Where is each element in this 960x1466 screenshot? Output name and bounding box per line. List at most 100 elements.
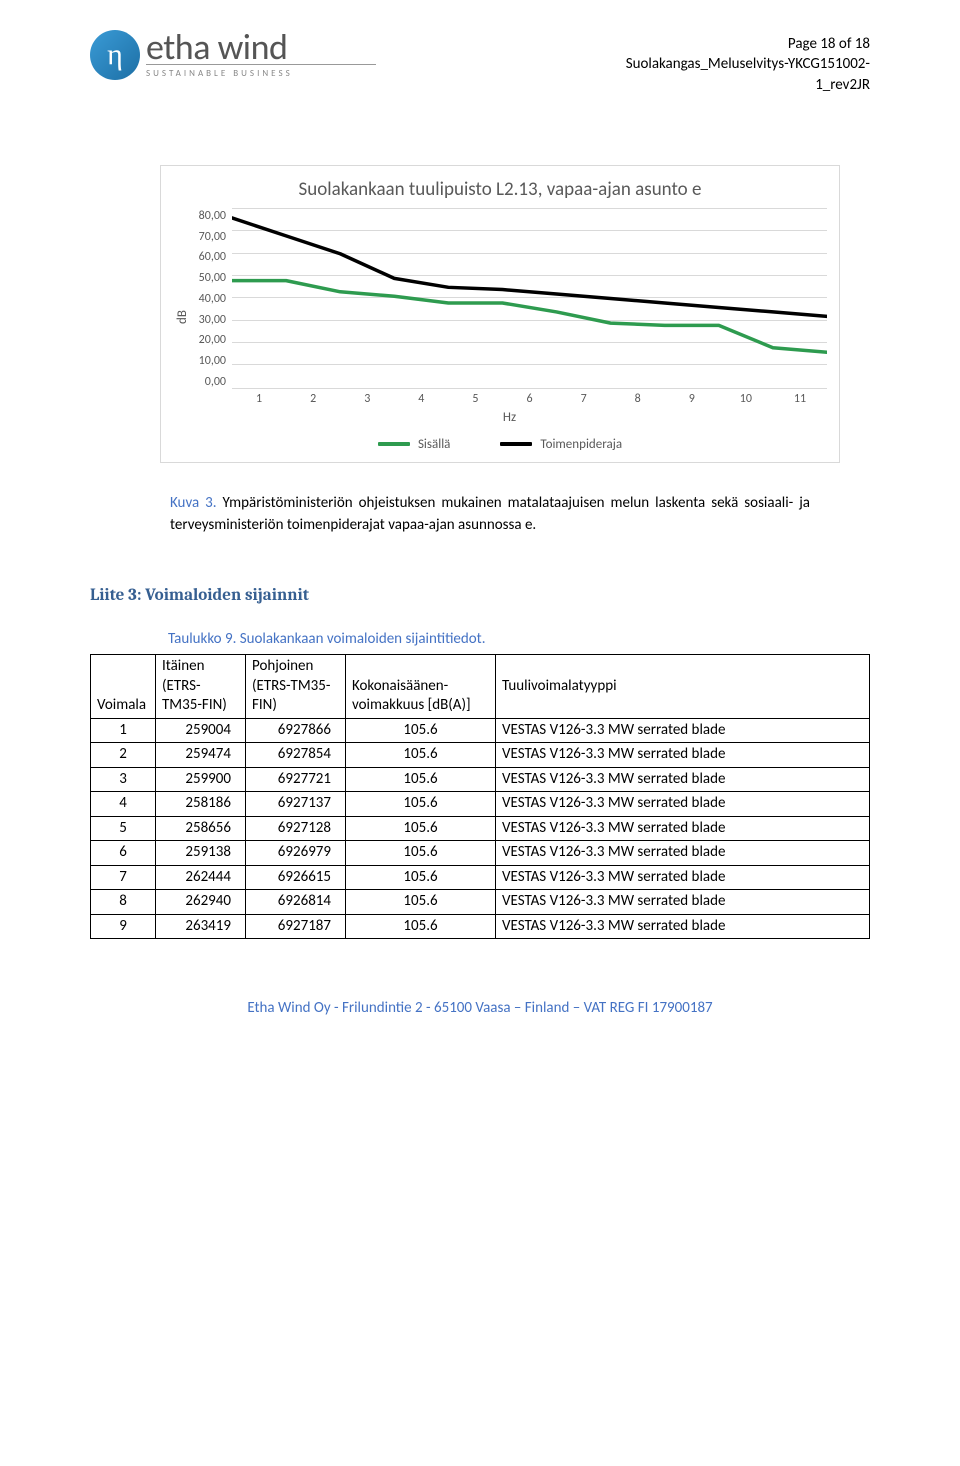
th-voimala: Voimala xyxy=(91,655,156,719)
doc-ref-1: Suolakangas_Meluselvitys-YKCG151002- xyxy=(626,54,870,74)
xtick: 11 xyxy=(773,389,827,406)
legend-label-2: Toimenpideraja xyxy=(540,437,622,452)
cell-east: 259900 xyxy=(156,767,246,792)
logo-mark-icon: η xyxy=(90,30,140,80)
chart-area: dB 80,00 70,00 60,00 50,00 40,00 30,00 2… xyxy=(173,209,827,425)
figure-caption: Kuva 3. Ympäristöministeriön ohjeistukse… xyxy=(170,493,810,537)
chart-xlabel: Hz xyxy=(192,410,827,425)
cell-id: 1 xyxy=(91,718,156,743)
legend-label-1: Sisällä xyxy=(418,437,450,452)
chart-legend: Sisällä Toimenpideraja xyxy=(173,437,827,452)
cell-east: 259474 xyxy=(156,743,246,768)
cell-type: VESTAS V126-3.3 MW serrated blade xyxy=(496,914,870,939)
th-lw: Kokonaisäänen- voimakkuus [dB(A)] xyxy=(346,655,496,719)
section-title: Liite 3: Voimaloiden sijainnit xyxy=(90,586,870,605)
ytick: 0,00 xyxy=(205,375,226,389)
cell-lw: 105.6 xyxy=(346,890,496,915)
ytick: 60,00 xyxy=(199,250,226,264)
turbine-table: Voimala Itäinen (ETRS- TM35-FIN) Pohjoin… xyxy=(90,654,870,939)
cell-east: 262940 xyxy=(156,890,246,915)
ytick: 50,00 xyxy=(199,271,226,285)
page-footer: Etha Wind Oy - Frilundintie 2 - 65100 Va… xyxy=(90,999,870,1017)
logo-text-wrap: etha wind SUSTAINABLE BUSINESS xyxy=(146,31,376,79)
table-row: 32599006927721105.6VESTAS V126-3.3 MW se… xyxy=(91,767,870,792)
th-north-l1: Pohjoinen xyxy=(252,657,313,675)
ytick: 70,00 xyxy=(199,230,226,244)
cell-lw: 105.6 xyxy=(346,841,496,866)
xtick: 8 xyxy=(611,389,665,406)
cell-type: VESTAS V126-3.3 MW serrated blade xyxy=(496,743,870,768)
cell-lw: 105.6 xyxy=(346,865,496,890)
page: η etha wind SUSTAINABLE BUSINESS Page 18… xyxy=(0,0,960,1057)
xtick: 10 xyxy=(719,389,773,406)
chart-title: Suolakankaan tuulipuisto L2.13, vapaa-aj… xyxy=(173,178,827,201)
cell-north: 6926979 xyxy=(246,841,346,866)
table-caption: Taulukko 9. Suolakankaan voimaloiden sij… xyxy=(168,630,870,648)
cell-east: 258656 xyxy=(156,816,246,841)
table-header-row: Voimala Itäinen (ETRS- TM35-FIN) Pohjoin… xyxy=(91,655,870,719)
plot-inner: 80,00 70,00 60,00 50,00 40,00 30,00 20,0… xyxy=(192,209,827,389)
cell-id: 9 xyxy=(91,914,156,939)
xtick: 9 xyxy=(665,389,719,406)
cell-id: 4 xyxy=(91,792,156,817)
cell-type: VESTAS V126-3.3 MW serrated blade xyxy=(496,718,870,743)
legend-line-icon xyxy=(378,442,410,446)
table-row: 42581866927137105.6VESTAS V126-3.3 MW se… xyxy=(91,792,870,817)
cell-east: 259004 xyxy=(156,718,246,743)
cell-type: VESTAS V126-3.3 MW serrated blade xyxy=(496,792,870,817)
plot-wrap: 80,00 70,00 60,00 50,00 40,00 30,00 20,0… xyxy=(192,209,827,425)
cell-lw: 105.6 xyxy=(346,743,496,768)
th-east: Itäinen (ETRS- TM35-FIN) xyxy=(156,655,246,719)
doc-ref-2: 1_rev2JR xyxy=(626,75,870,95)
ytick: 10,00 xyxy=(199,354,226,368)
cell-lw: 105.6 xyxy=(346,767,496,792)
ytick: 80,00 xyxy=(199,209,226,223)
xtick: 2 xyxy=(286,389,340,406)
logo-separator xyxy=(146,64,376,65)
logo-brand: etha wind xyxy=(146,31,287,63)
cell-north: 6927137 xyxy=(246,792,346,817)
logo: η etha wind SUSTAINABLE BUSINESS xyxy=(90,30,626,80)
th-east-l2: (ETRS- xyxy=(162,677,201,695)
table-body: 12590046927866105.6VESTAS V126-3.3 MW se… xyxy=(91,718,870,939)
page-info: Page 18 of 18 Suolakangas_Meluselvitys-Y… xyxy=(626,30,870,95)
xtick: 7 xyxy=(557,389,611,406)
cell-east: 259138 xyxy=(156,841,246,866)
chart-ylabel: dB xyxy=(173,209,192,425)
caption-text: Ympäristöministeriön ohjeistuksen mukain… xyxy=(170,494,810,534)
cell-east: 258186 xyxy=(156,792,246,817)
th-north: Pohjoinen (ETRS-TM35- FIN) xyxy=(246,655,346,719)
cell-type: VESTAS V126-3.3 MW serrated blade xyxy=(496,890,870,915)
th-type: Tuulivoimalatyyppi xyxy=(496,655,870,719)
cell-north: 6926615 xyxy=(246,865,346,890)
cell-east: 263419 xyxy=(156,914,246,939)
cell-lw: 105.6 xyxy=(346,914,496,939)
table-row: 62591386926979105.6VESTAS V126-3.3 MW se… xyxy=(91,841,870,866)
caption-label: Kuva 3. xyxy=(170,494,217,512)
xtick: 5 xyxy=(448,389,502,406)
legend-item-series1: Sisällä xyxy=(378,437,450,452)
th-lw-l1: Kokonaisäänen- xyxy=(352,677,448,695)
x-axis: 1 2 3 4 5 6 7 8 9 10 11 xyxy=(232,389,827,406)
th-east-l3: TM35-FIN) xyxy=(162,696,227,714)
cell-type: VESTAS V126-3.3 MW serrated blade xyxy=(496,865,870,890)
ytick: 20,00 xyxy=(199,333,226,347)
table-row: 82629406926814105.6VESTAS V126-3.3 MW se… xyxy=(91,890,870,915)
cell-id: 6 xyxy=(91,841,156,866)
th-north-l2: (ETRS-TM35- xyxy=(252,677,330,695)
cell-north: 6926814 xyxy=(246,890,346,915)
plot: 80,00 70,00 60,00 50,00 40,00 30,00 20,0… xyxy=(192,209,827,425)
cell-lw: 105.6 xyxy=(346,718,496,743)
page-header: η etha wind SUSTAINABLE BUSINESS Page 18… xyxy=(90,30,870,95)
table-row: 92634196927187105.6VESTAS V126-3.3 MW se… xyxy=(91,914,870,939)
chart-container: Suolakankaan tuulipuisto L2.13, vapaa-aj… xyxy=(160,165,840,463)
chart-grid xyxy=(232,209,827,389)
y-axis: 80,00 70,00 60,00 50,00 40,00 30,00 20,0… xyxy=(192,209,232,389)
cell-type: VESTAS V126-3.3 MW serrated blade xyxy=(496,816,870,841)
xtick: 3 xyxy=(340,389,394,406)
ytick: 30,00 xyxy=(199,313,226,327)
xtick: 1 xyxy=(232,389,286,406)
cell-north: 6927721 xyxy=(246,767,346,792)
cell-id: 7 xyxy=(91,865,156,890)
cell-north: 6927854 xyxy=(246,743,346,768)
